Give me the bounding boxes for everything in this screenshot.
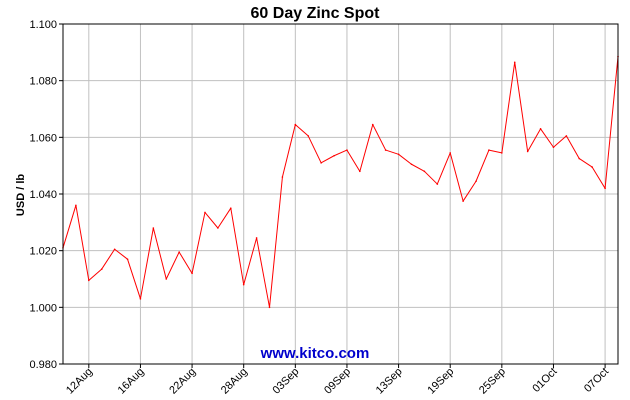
watermark-text[interactable]: www.kitco.com xyxy=(260,345,370,362)
data-point xyxy=(229,207,232,209)
data-point xyxy=(152,227,155,229)
data-point xyxy=(204,211,206,214)
y-tick-label: 1.020 xyxy=(29,246,57,258)
data-point xyxy=(88,279,90,282)
data-point xyxy=(126,258,129,260)
data-point xyxy=(462,200,464,202)
data-point xyxy=(552,146,555,149)
data-point xyxy=(449,152,452,154)
data-point xyxy=(565,135,568,137)
data-point xyxy=(604,187,606,190)
y-tick-label: 1.040 xyxy=(29,189,57,201)
data-point xyxy=(371,123,374,126)
data-point xyxy=(281,176,284,178)
data-point xyxy=(255,237,258,239)
data-point xyxy=(384,149,387,151)
data-point xyxy=(268,306,271,309)
data-point xyxy=(294,123,297,126)
y-axis-label: USD / lb xyxy=(15,174,27,216)
y-tick-label: 1.080 xyxy=(29,76,57,88)
y-tick-label: 1.100 xyxy=(29,19,57,31)
y-ticks: 0.980 1.000 1.020 1.040 1.060 1.080 1.100 xyxy=(29,19,63,371)
data-point xyxy=(501,152,503,154)
data-point xyxy=(320,162,322,164)
data-point xyxy=(307,135,310,137)
data-point xyxy=(242,283,245,286)
data-point xyxy=(423,170,426,173)
data-point xyxy=(100,268,103,270)
data-point xyxy=(526,150,529,153)
data-point xyxy=(178,251,180,253)
data-point xyxy=(436,183,439,185)
data-point xyxy=(75,204,77,207)
data-point xyxy=(475,180,477,183)
grid xyxy=(63,23,618,365)
data-point xyxy=(513,61,516,64)
series-layer xyxy=(62,55,619,309)
data-point xyxy=(359,170,361,173)
data-point xyxy=(397,153,400,156)
y-tick-label: 1.000 xyxy=(29,302,57,314)
data-point xyxy=(410,163,413,166)
data-point xyxy=(578,157,581,160)
data-point xyxy=(333,154,335,157)
series-line xyxy=(62,56,619,308)
data-point xyxy=(346,149,348,151)
data-point xyxy=(488,149,490,151)
data-point xyxy=(191,272,193,275)
y-tick-label: 0.980 xyxy=(29,359,57,371)
data-point xyxy=(539,128,542,130)
data-point xyxy=(113,248,116,251)
data-point xyxy=(139,298,142,300)
data-point xyxy=(165,278,168,280)
chart-title: 60 Day Zinc Spot xyxy=(251,5,381,22)
y-tick-label: 1.060 xyxy=(29,132,57,144)
data-point xyxy=(217,227,219,229)
data-point xyxy=(591,166,593,168)
